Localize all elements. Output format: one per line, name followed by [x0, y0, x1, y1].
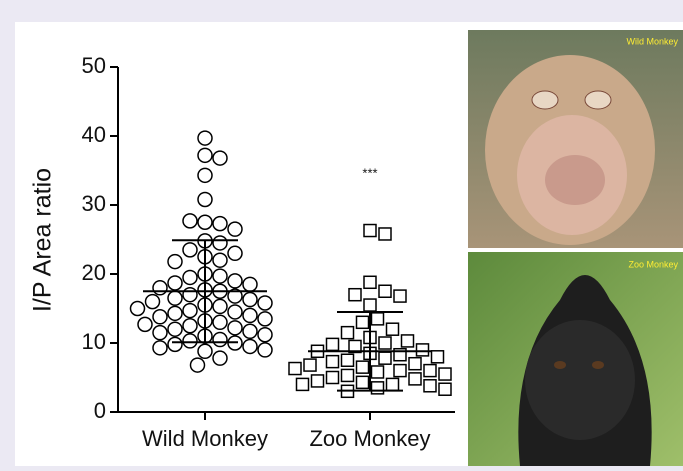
figure: Wild Monkey Zoo Monkey I/P Area ratio 0 1… [0, 0, 683, 466]
y-tick-label: 50 [82, 53, 106, 78]
eye [592, 361, 604, 369]
significance-annotation: *** [362, 165, 377, 180]
eye [585, 91, 611, 109]
eye [554, 361, 566, 369]
monkey-face [525, 320, 635, 440]
page: Wild Monkey Zoo Monkey I/P Area ratio 0 1… [0, 0, 683, 471]
y-axis-label: I/P Area ratio [29, 168, 57, 312]
eye [532, 91, 558, 109]
photo-wild: Wild Monkey [468, 30, 683, 248]
photo-label: Wild Monkey [626, 36, 678, 46]
y-tick-label: 30 [82, 191, 106, 216]
photo-zoo: Zoo Monkey [468, 252, 683, 466]
muzzle [545, 155, 605, 205]
y-tick-label: 40 [82, 122, 106, 147]
x-tick-label: Wild Monkey [142, 426, 268, 451]
photo-label: Zoo Monkey [628, 259, 678, 269]
y-tick-label: 20 [82, 260, 106, 285]
x-tick-label: Zoo Monkey [309, 426, 430, 451]
y-tick-label: 10 [82, 329, 106, 354]
y-tick-label: 0 [94, 398, 106, 423]
